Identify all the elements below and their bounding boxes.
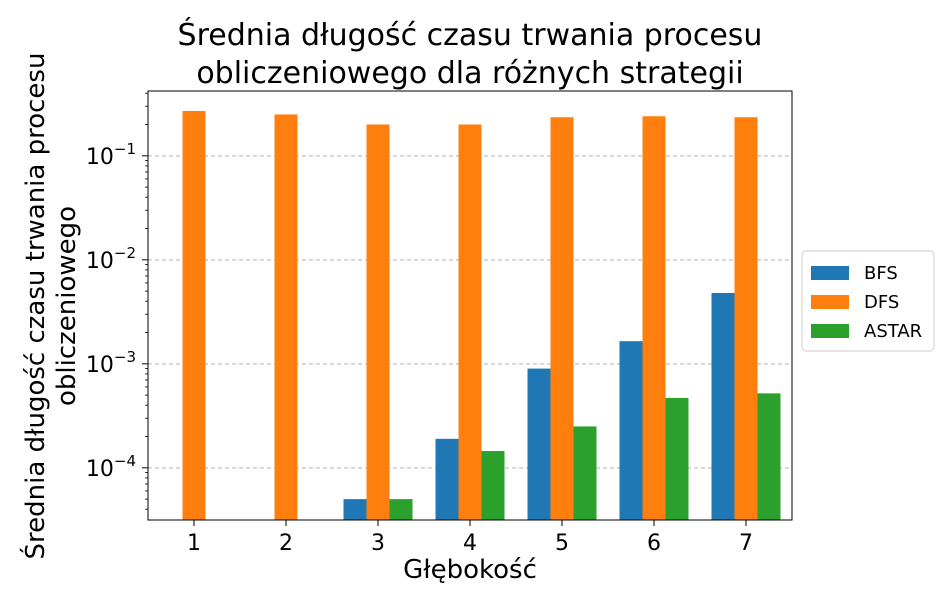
bar-dfs (642, 116, 666, 520)
x-tick-label: 5 (555, 531, 569, 556)
y-tick-label: 10−4 (86, 452, 136, 482)
x-axis-label: Głębokość (403, 555, 537, 585)
legend-label-bfs: BFS (864, 263, 898, 284)
bar-dfs (734, 117, 758, 520)
chart-title: Średnia długość czasu trwania procesu obl… (178, 16, 763, 91)
legend-swatch-dfs (811, 295, 849, 309)
x-tick-label: 7 (739, 531, 753, 556)
bar-dfs (182, 110, 206, 520)
bar-dfs (274, 114, 298, 521)
y-tick-label: 10−3 (86, 348, 136, 378)
y-tick-label: 10−2 (86, 244, 136, 274)
x-tick-label: 2 (279, 531, 293, 556)
bars (182, 110, 781, 521)
y-axis-ticks: 10−4 10−3 10−2 10−1 (86, 92, 148, 510)
x-tick-label: 4 (463, 531, 477, 556)
legend-label-astar: ASTAR (864, 321, 922, 342)
legend-swatch-bfs (811, 266, 849, 280)
bar-astar (665, 397, 689, 520)
x-axis-ticks: 1 2 3 4 5 6 7 (187, 520, 753, 556)
x-tick-label: 6 (647, 531, 661, 556)
x-tick-label: 1 (187, 531, 201, 556)
bar-bfs (711, 292, 735, 520)
y-axis-label: Średnia długość czasu trwania procesuobl… (19, 53, 82, 560)
bar-astar (481, 451, 505, 520)
legend-swatch-astar (811, 324, 849, 338)
bar-bfs (435, 438, 459, 520)
bar-bfs (343, 499, 367, 520)
bar-dfs (458, 124, 482, 521)
bar-bfs (619, 341, 643, 520)
y-tick-label: 10−1 (86, 140, 136, 170)
bar-dfs (366, 124, 390, 521)
bar-bfs (527, 368, 551, 520)
legend-label-dfs: DFS (864, 292, 899, 313)
bar-astar (757, 393, 781, 520)
legend: BFS DFS ASTAR (801, 250, 935, 352)
x-tick-label: 3 (371, 531, 385, 556)
bar-astar (573, 426, 597, 520)
bar-dfs (550, 117, 574, 520)
bar-astar (389, 499, 413, 520)
